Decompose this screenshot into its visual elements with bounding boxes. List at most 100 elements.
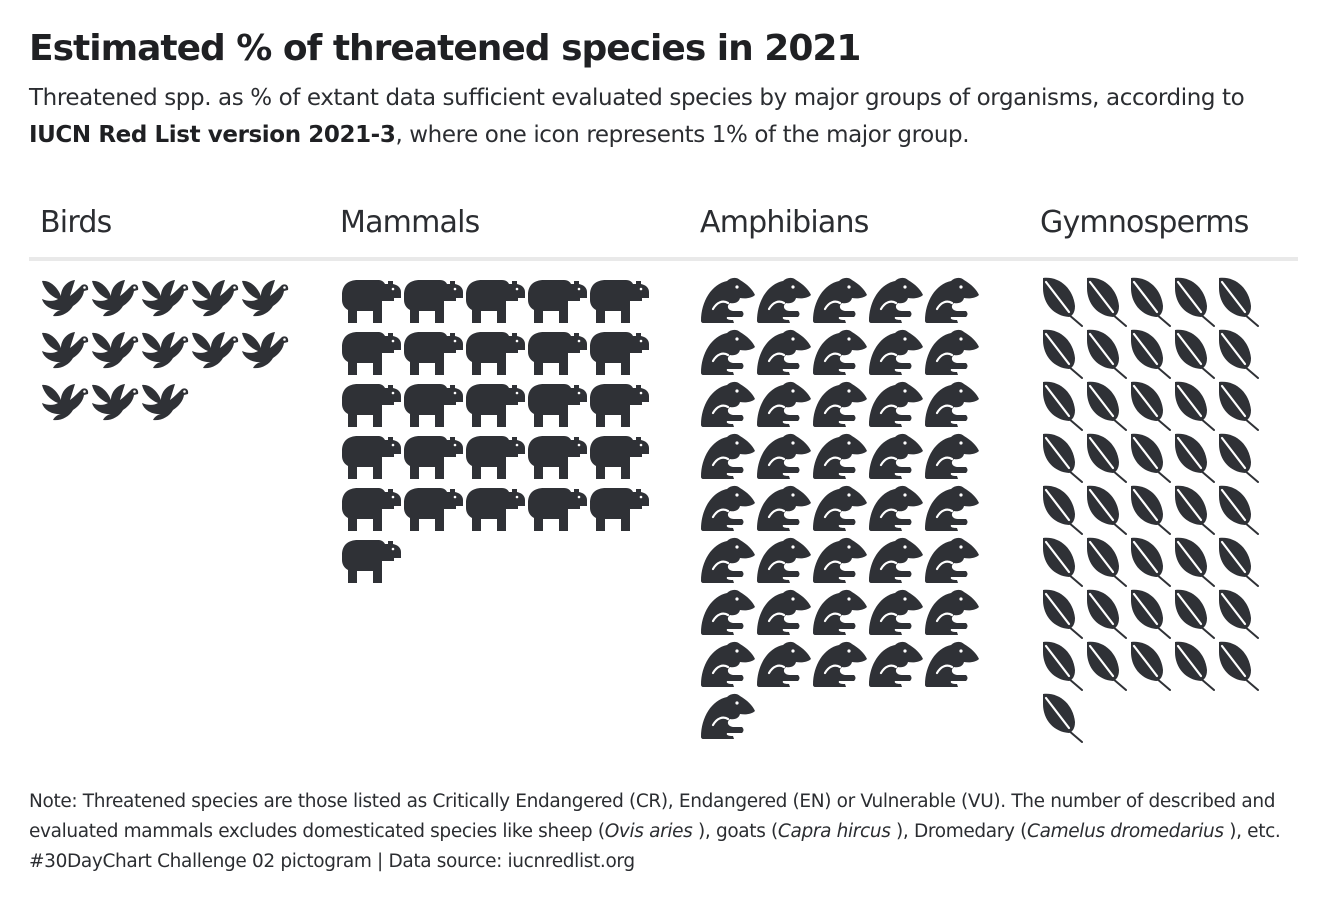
note-credit: #30DayChart Challenge 02 pictogram | Dat… xyxy=(29,851,635,872)
frog-icon xyxy=(700,484,756,533)
frog-icon xyxy=(868,380,924,429)
leaf-icon xyxy=(1217,276,1260,327)
hippo-icon xyxy=(528,332,587,375)
note-line-2d: ), etc. xyxy=(1223,821,1281,842)
hippo-icon xyxy=(528,280,587,323)
frog-icon xyxy=(868,484,924,533)
group-header-gymnosperms: Gymnosperms xyxy=(1040,205,1249,240)
frog-icon xyxy=(924,588,980,637)
leaf-icon xyxy=(1129,588,1172,639)
frog-icon xyxy=(924,484,980,533)
leaf-icon xyxy=(1217,588,1260,639)
hippo-icon xyxy=(404,488,463,531)
leaf-icon xyxy=(1173,380,1216,431)
frog-icon xyxy=(812,432,868,481)
leaf-icon xyxy=(1173,588,1216,639)
frog-icon xyxy=(812,640,868,689)
hippo-icon xyxy=(404,280,463,323)
hippo-icon xyxy=(466,488,525,531)
frog-icon xyxy=(756,536,812,585)
frog-icon xyxy=(756,328,812,377)
bird-icon xyxy=(192,280,239,317)
hippo-icon xyxy=(342,384,401,427)
note-dromedary-latin: Camelus dromedarius xyxy=(1027,821,1224,842)
frog-icon xyxy=(924,328,980,377)
bird-icon xyxy=(242,332,289,369)
hippo-icon xyxy=(528,436,587,479)
group-header-birds: Birds xyxy=(40,205,112,240)
frog-icon xyxy=(700,380,756,429)
frog-icon xyxy=(700,692,756,741)
frog-icon xyxy=(812,484,868,533)
frog-icon xyxy=(756,432,812,481)
leaf-icon xyxy=(1085,328,1128,379)
bird-icon xyxy=(242,280,289,317)
leaf-icon xyxy=(1129,328,1172,379)
leaf-icon xyxy=(1129,380,1172,431)
frog-icon xyxy=(924,536,980,585)
chart-subtitle: Threatened spp. as % of extant data suff… xyxy=(29,80,1309,154)
hippo-icon xyxy=(342,540,401,583)
group-header-mammals: Mammals xyxy=(340,205,480,240)
leaf-icon xyxy=(1173,328,1216,379)
frog-icon xyxy=(868,432,924,481)
leaf-icon xyxy=(1085,484,1128,535)
leaf-icon xyxy=(1085,276,1128,327)
leaf-icon xyxy=(1041,380,1084,431)
leaf-icon xyxy=(1085,588,1128,639)
pictogram-group-amphibians xyxy=(700,276,980,741)
subtitle-text-end: , where one icon represents 1% of the ma… xyxy=(395,122,970,148)
leaf-icon xyxy=(1041,588,1084,639)
leaf-icon xyxy=(1041,692,1084,743)
hippo-icon xyxy=(528,488,587,531)
frog-icon xyxy=(924,640,980,689)
note-sheep-latin: Ovis aries xyxy=(604,821,693,842)
leaf-icon xyxy=(1217,536,1260,587)
bird-icon xyxy=(92,384,139,421)
frog-icon xyxy=(812,536,868,585)
leaf-icon xyxy=(1129,484,1172,535)
hippo-icon xyxy=(404,436,463,479)
chart-title: Estimated % of threatened species in 202… xyxy=(29,28,861,69)
frog-icon xyxy=(868,640,924,689)
subtitle-source: IUCN Red List version 2021-3 xyxy=(29,122,396,148)
leaf-icon xyxy=(1085,432,1128,483)
frog-icon xyxy=(756,484,812,533)
hippo-icon xyxy=(466,280,525,323)
leaf-icon xyxy=(1129,276,1172,327)
frog-icon xyxy=(700,588,756,637)
bird-icon xyxy=(42,280,89,317)
bird-icon xyxy=(142,384,189,421)
bird-icon xyxy=(42,332,89,369)
leaf-icon xyxy=(1173,484,1216,535)
frog-icon xyxy=(756,276,812,325)
hippo-icon xyxy=(590,280,649,323)
frog-icon xyxy=(700,640,756,689)
chart-note: Note: Threatened species are those liste… xyxy=(29,787,1319,877)
leaf-icon xyxy=(1173,432,1216,483)
frog-icon xyxy=(868,276,924,325)
subtitle-text: Threatened spp. as % of extant data suff… xyxy=(29,85,1245,111)
pictogram-group-mammals xyxy=(342,280,649,583)
note-line-1: Note: Threatened species are those liste… xyxy=(29,791,1276,812)
pictogram-group-gymnosperms xyxy=(1041,276,1260,743)
leaf-icon xyxy=(1217,328,1260,379)
frog-icon xyxy=(868,536,924,585)
leaf-icon xyxy=(1129,536,1172,587)
frog-icon xyxy=(924,276,980,325)
hippo-icon xyxy=(590,384,649,427)
note-line-2b: ), goats ( xyxy=(692,821,778,842)
leaf-icon xyxy=(1041,328,1084,379)
leaf-icon xyxy=(1217,380,1260,431)
hippo-icon xyxy=(590,488,649,531)
hippo-icon xyxy=(342,280,401,323)
leaf-icon xyxy=(1041,640,1084,691)
note-line-2c: ), Dromedary ( xyxy=(890,821,1028,842)
pictogram-group-birds xyxy=(42,280,289,421)
hippo-icon xyxy=(404,332,463,375)
hippo-icon xyxy=(466,332,525,375)
leaf-icon xyxy=(1173,276,1216,327)
note-goat-latin: Capra hircus xyxy=(777,821,891,842)
bird-icon xyxy=(92,280,139,317)
hippo-icon xyxy=(342,436,401,479)
